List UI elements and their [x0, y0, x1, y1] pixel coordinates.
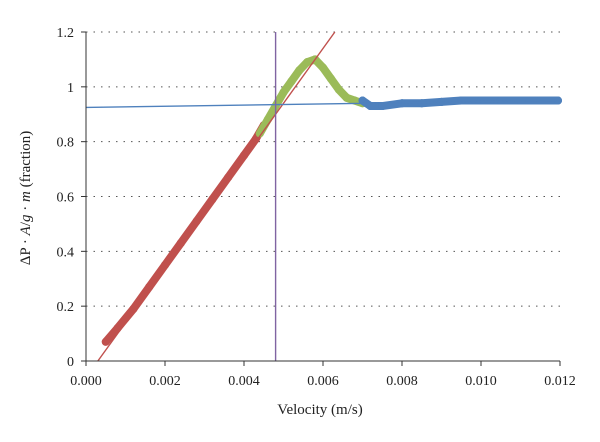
data-band	[145, 261, 169, 291]
x-tick-labels: 0.000 0.002 0.004 0.006 0.008 0.010 0.012	[70, 374, 576, 389]
y-tick-label: 0.4	[57, 245, 75, 260]
red-series	[101, 121, 268, 346]
data-band	[224, 151, 248, 182]
y-tick-label: 0.6	[57, 191, 75, 206]
x-tick-label: 0.006	[307, 374, 339, 389]
data-marks	[101, 55, 563, 346]
y-tick-labels: 0 0.2 0.4 0.6 0.8 1 1.2	[57, 26, 75, 370]
y-axis-label: ΔP · A/g · m (fraction)	[18, 131, 34, 266]
x-tick-label: 0.008	[386, 374, 418, 389]
x-tick-label: 0.010	[465, 374, 497, 389]
x-tick-label: 0.002	[149, 374, 181, 389]
red-line	[97, 31, 336, 362]
data-band	[113, 304, 138, 333]
blue-line	[85, 99, 557, 109]
x-tick-label: 0.000	[70, 374, 102, 389]
data-band	[192, 195, 217, 226]
fit-lines	[85, 31, 557, 362]
data-band	[129, 282, 154, 313]
y-tick-label: 0	[67, 355, 74, 370]
y-tick-label: 1.2	[57, 26, 75, 41]
data-band	[208, 173, 233, 204]
axes	[81, 31, 561, 366]
x-axis-label: Velocity (m/s)	[277, 402, 362, 418]
x-tick-label: 0.004	[228, 374, 260, 389]
y-tick-label: 0.2	[57, 300, 75, 315]
y-tick-label: 1	[67, 81, 74, 96]
data-band	[176, 217, 201, 248]
data-band	[161, 239, 185, 270]
x-tick-label: 0.012	[544, 374, 576, 389]
data-point	[554, 96, 563, 105]
y-tick-label: 0.8	[57, 136, 75, 151]
green-series	[255, 55, 367, 138]
